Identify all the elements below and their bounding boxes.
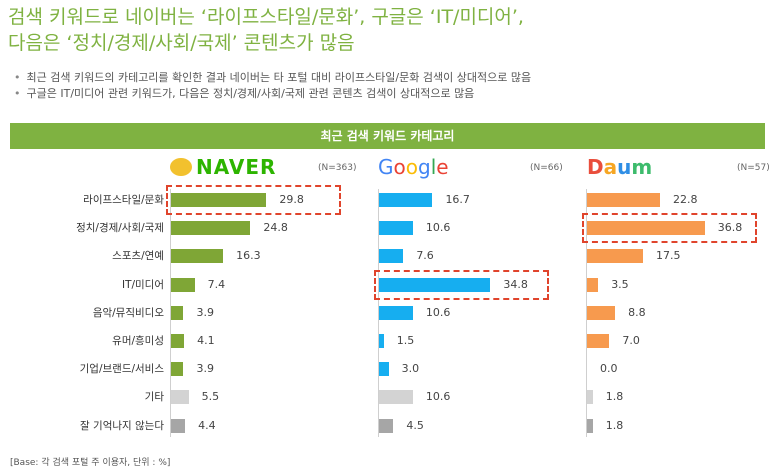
category-label: 유머/흥미성 [112,335,164,347]
bar-daum [587,334,610,348]
value-label: 10.6 [425,221,451,235]
google-n-label: (N=66) [530,163,563,173]
highlight-box [374,269,549,300]
value-label: 7.4 [207,277,226,291]
bar-google [379,362,389,377]
value-label: 16.7 [445,193,470,206]
value-label: 10.6 [425,305,451,319]
chart-banner: 최근 검색 키워드 카테고리 [10,123,765,149]
value-label: 36.8 [717,221,743,235]
bar-google [379,221,413,236]
highlight-box [166,185,341,215]
google-logo: Google [378,155,449,179]
value-label: 7.6 [416,249,434,263]
bullet-item: 구글은 IT/미디어 관련 키워드가, 다음은 정치/경제/사회/국제 관련 콘… [14,86,531,102]
category-label: 스포츠/연예 [112,250,164,263]
bar-naver [171,362,184,377]
bar-naver [171,221,251,236]
category-label: 기타 [144,391,164,404]
bar-daum [587,193,660,207]
category-label: 정치/경제/사회/국제 [76,222,164,235]
bar-daum [587,305,616,320]
value-label: 3.0 [401,362,420,376]
naver-logo: NAVER [170,154,276,180]
bar-naver [171,249,224,264]
naver-n-label: (N=363) [318,163,357,173]
value-label: 4.5 [406,418,424,432]
value-label: 3.9 [196,305,214,319]
naver-logo-text: NAVER [196,155,277,179]
bar-naver [171,193,267,207]
value-label: 4.1 [197,334,215,347]
bar-naver [171,277,195,292]
bar-google [379,193,433,207]
value-label: 1.8 [605,418,624,432]
value-label: 1.8 [605,390,624,404]
highlight-box [582,213,757,244]
bullet-item: 최근 검색 키워드의 카테고리를 확인한 결과 네이버는 타 포털 대비 라이프… [14,70,532,86]
value-label: 3.9 [196,362,214,376]
naver-mascot-icon [170,158,192,176]
value-label: 24.8 [263,221,288,235]
summary-bullets: 최근 검색 키워드의 카테고리를 확인한 결과 네이버는 타 포털 대비 라이프… [14,70,532,102]
value-label: 10.6 [425,390,451,404]
value-label: 8.8 [628,305,646,319]
bar-google [379,249,404,264]
bar-google [379,305,413,320]
value-label: 0.0 [600,362,618,376]
value-label: 7.0 [622,334,640,347]
bar-google [379,277,491,292]
title-line-1: 검색 키워드로 네이버는 ‘라이프스타일/문화’, 구글은 ‘IT/미디어’, [8,6,524,28]
value-label: 16.3 [236,249,261,263]
value-label: 34.8 [503,277,528,291]
bar-daum [587,277,599,292]
value-label: 17.5 [656,249,681,263]
bar-naver [171,334,185,348]
value-label: 5.5 [201,390,220,404]
bar-daum [587,418,593,433]
value-label: 3.5 [611,277,629,291]
category-label: 라이프스타일/문화 [83,194,164,206]
category-label: 잘 기억나지 않는다 [80,419,164,432]
bar-naver [171,418,186,433]
bar-naver [171,390,189,405]
daum-logo: Daum [587,155,653,179]
panel-axis-line [170,189,171,437]
category-label: 기업/브랜드/서비스 [79,363,164,376]
page-title: 검색 키워드로 네이버는 ‘라이프스타일/문화’, 구글은 ‘IT/미디어’, … [8,4,768,56]
value-label: 29.8 [279,193,304,206]
category-label: IT/미디어 [121,278,164,291]
daum-n-label: (N=57) [737,163,770,173]
title-line-2: 다음은 ‘정치/경제/사회/국제’ 콘텐츠가 많음 [8,32,355,54]
bar-daum [587,390,593,405]
bar-daum [587,249,643,264]
panel-axis-line [378,189,379,437]
bar-google [379,418,394,433]
category-label: 음악/뮤직비디오 [92,306,164,319]
panel-axis-line [586,189,587,437]
bar-google [379,390,413,405]
bar-google [379,334,384,348]
value-label: 4.4 [198,418,216,432]
value-label: 1.5 [396,334,415,347]
value-label: 22.8 [672,193,698,206]
bar-daum [587,221,705,236]
base-note: [Base: 각 검색 포털 주 이용자, 단위 : %] [10,458,171,468]
bar-naver [171,305,184,320]
